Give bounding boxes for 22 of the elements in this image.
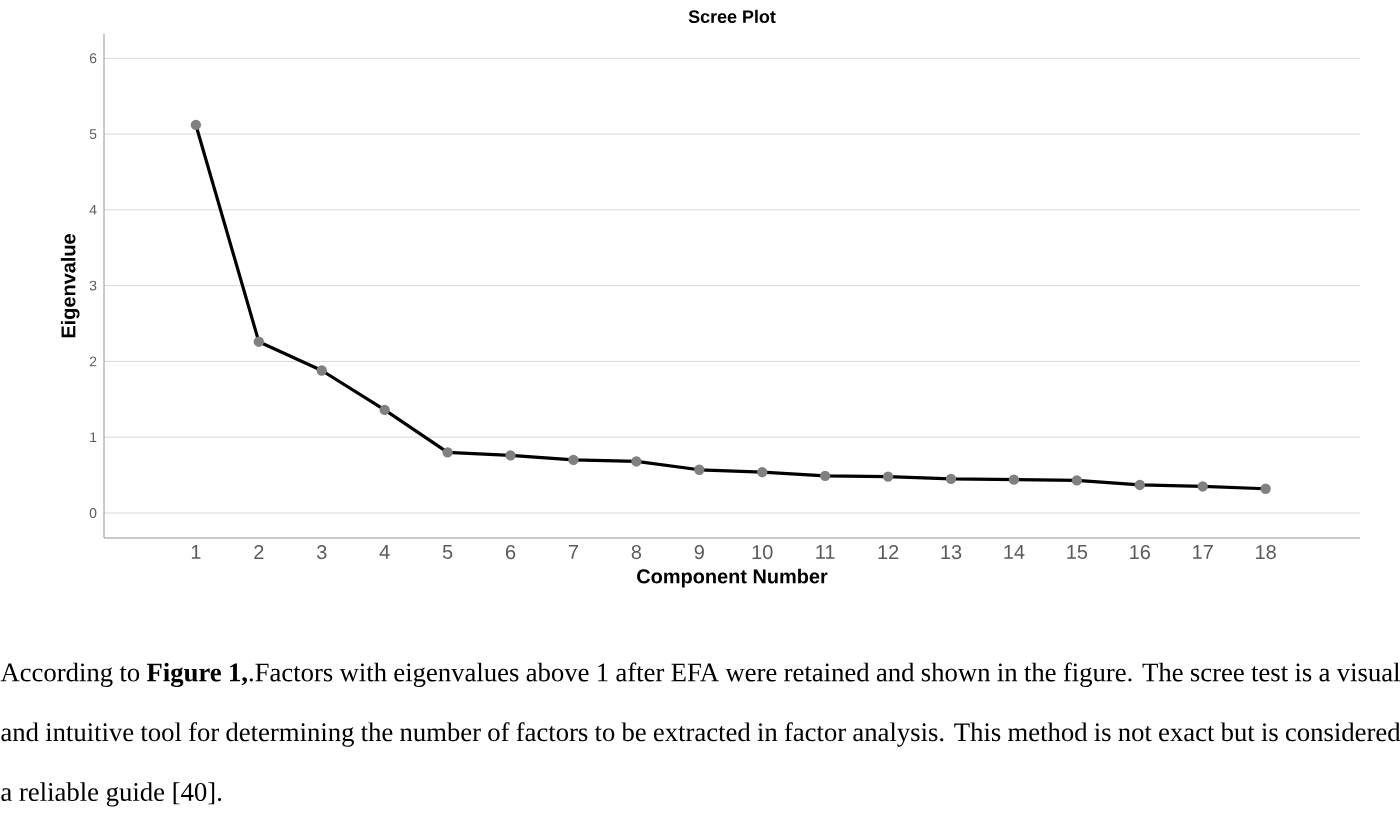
x-tick-label: 9 [694,545,704,560]
x-tick-label: 4 [379,545,390,559]
x-tick-label: 5 [442,545,453,559]
x-tick-label: 13 [941,545,962,560]
x-tick-label: 2 [254,545,264,559]
x-axis-title: Component Number [637,568,828,588]
x-tick-label: 8 [631,545,642,560]
x-tick-label: 6 [505,545,516,560]
x-tick-label: 14 [1004,545,1025,559]
x-tick-label: 15 [1067,545,1088,559]
x-tick-label: 11 [816,545,835,559]
x-tick-label: 1 [191,545,201,559]
x-tick-label: 12 [878,545,899,559]
x-tick-label: 10 [752,545,773,560]
x-tick-label: 7 [568,545,578,559]
x-tick-label: 17 [1193,545,1213,559]
text: According to Figure 1,.Factors with eigenvalues above 1 after EFA were retained and shown in the figure. The scree test is a visual and intuitive tool for determining the number of factors to be extracted in factor analysis. This method is not exact but is considered a reliable guide [40]. [0,662,1400,807]
x-tick-label: 16 [1130,545,1150,560]
x-tick-label: 3 [316,545,327,560]
x-tick-label: 18 [1256,545,1276,560]
y-axis-title: Eigenvalue [60,234,80,338]
chart-title: Scree Plot [688,9,776,24]
